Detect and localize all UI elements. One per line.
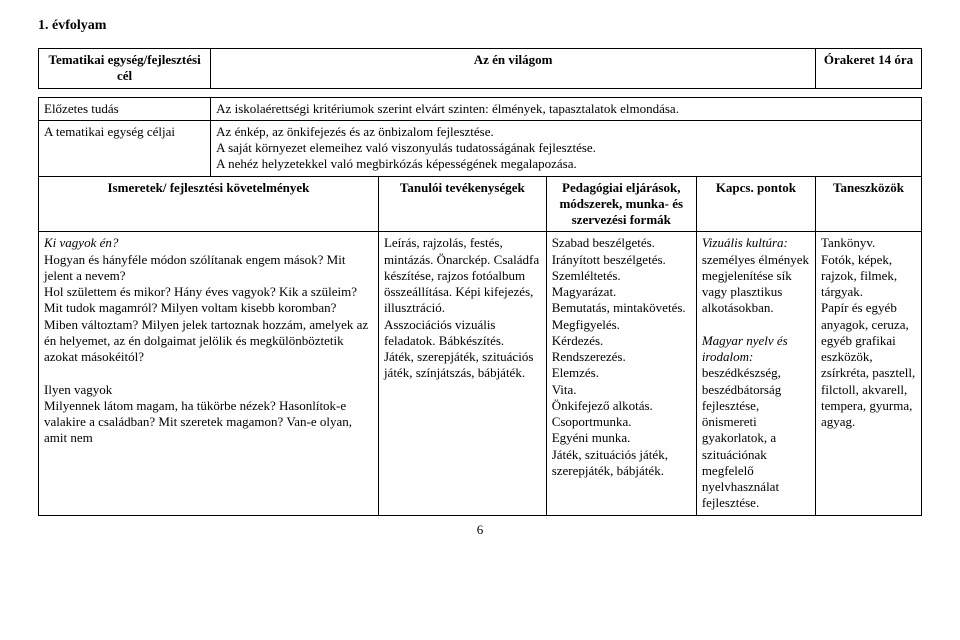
page-number: 6 [38,522,922,538]
sub-c5: Taneszközök [816,176,922,232]
row-elo-label: Előzetes tudás [39,97,211,120]
grade-title: 1. évfolyam [38,18,922,34]
hdr-tematikai: Tematikai egység/fejlesztési cél [39,49,211,89]
main-table: Tematikai egység/fejlesztési cél Az én v… [38,48,922,516]
hdr-orakeret: Órakeret 14 óra [816,49,922,89]
body-c2: Leírás, rajzolás, festés, mintázás. Önar… [378,232,546,515]
body-c3: Szabad beszélgetés. Irányított beszélget… [546,232,696,515]
hdr-cim: Az én világom [211,49,816,89]
row-cel-text: Az énkép, az önkifejezés és az önbizalom… [211,120,922,176]
body-c4: Vizuális kultúra: személyes élmények meg… [696,232,815,515]
sub-c4: Kapcs. pontok [696,176,815,232]
body-c5: Tankönyv. Fotók, képek, rajzok, filmek, … [816,232,922,515]
sub-c3: Pedagógiai eljárások, módszerek, munka- … [546,176,696,232]
sub-c1: Ismeretek/ fejlesztési követelmények [39,176,379,232]
body-c1: Ki vagyok én?Hogyan és hányféle módon sz… [39,232,379,515]
sub-c2: Tanulói tevékenységek [378,176,546,232]
row-elo-text: Az iskolaérettségi kritériumok szerint e… [211,97,922,120]
row-cel-label: A tematikai egység céljai [39,120,211,176]
